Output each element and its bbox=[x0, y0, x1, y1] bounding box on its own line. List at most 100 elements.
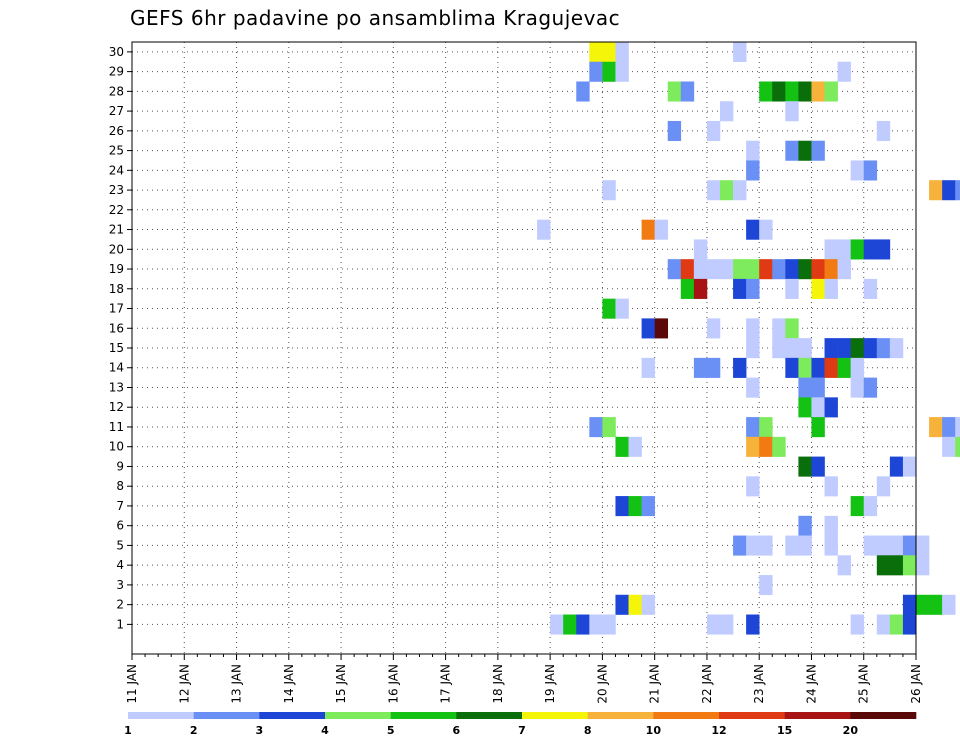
heatmap-cell bbox=[746, 436, 760, 457]
heatmap-cell bbox=[785, 357, 799, 378]
legend-label: 7 bbox=[518, 724, 526, 737]
y-tick-label: 5 bbox=[116, 538, 124, 552]
heatmap-cell bbox=[772, 436, 786, 457]
heatmap-cell bbox=[602, 614, 616, 635]
heatmap-cell bbox=[863, 338, 878, 359]
heatmap-cell bbox=[576, 81, 590, 102]
heatmap-cell bbox=[641, 594, 655, 615]
x-tick-label: 11 JAN bbox=[125, 664, 139, 704]
heatmap-cell bbox=[863, 377, 878, 398]
x-tick-label: 20 JAN bbox=[595, 664, 609, 704]
heatmap-cell bbox=[811, 81, 825, 102]
heatmap-cell bbox=[537, 219, 551, 240]
heatmap-cell bbox=[785, 101, 799, 122]
heatmap-cell bbox=[733, 278, 747, 299]
heatmap-cell bbox=[706, 357, 721, 378]
legend-label: 6 bbox=[453, 724, 461, 737]
heatmap-cell bbox=[772, 338, 786, 359]
heatmap-cell bbox=[902, 456, 917, 477]
heatmap-cell bbox=[680, 278, 695, 299]
heatmap-cell bbox=[589, 61, 603, 82]
legend-swatch bbox=[719, 712, 785, 719]
y-tick-label: 2 bbox=[116, 598, 124, 612]
legend-swatch bbox=[587, 712, 654, 719]
y-tick-label: 27 bbox=[109, 104, 124, 118]
heatmap-cell bbox=[955, 180, 960, 201]
heatmap-cell bbox=[824, 81, 838, 102]
heatmap-cell bbox=[889, 456, 904, 477]
heatmap-cell bbox=[876, 239, 891, 260]
heatmap-cell bbox=[693, 278, 708, 299]
heatmap-cell bbox=[850, 614, 865, 635]
y-tick-label: 24 bbox=[109, 163, 124, 177]
heatmap-cell bbox=[733, 180, 747, 201]
heatmap-cell bbox=[889, 614, 904, 635]
heatmap-cell bbox=[759, 535, 773, 556]
legend-swatch bbox=[784, 712, 851, 719]
heatmap-cell bbox=[759, 81, 773, 102]
heatmap-cell bbox=[942, 594, 956, 615]
heatmap-cell bbox=[863, 160, 878, 181]
heatmap-cell bbox=[746, 377, 760, 398]
heatmap-cell bbox=[680, 259, 695, 280]
heatmap-cell bbox=[733, 42, 747, 63]
y-tick-label: 13 bbox=[109, 380, 124, 394]
x-tick-label: 14 JAN bbox=[282, 664, 296, 704]
legend-label: 12 bbox=[711, 724, 726, 737]
heatmap-cell bbox=[916, 594, 930, 615]
y-tick-label: 9 bbox=[116, 459, 124, 473]
legend-swatch bbox=[128, 712, 194, 719]
x-tick-label: 26 JAN bbox=[909, 664, 923, 704]
heatmap-cell bbox=[876, 555, 891, 576]
heatmap-cell bbox=[706, 259, 721, 280]
x-tick-label: 18 JAN bbox=[491, 664, 505, 704]
x-tick-label: 22 JAN bbox=[700, 664, 714, 704]
x-tick-label: 15 JAN bbox=[334, 664, 348, 704]
heatmap-cell bbox=[785, 535, 799, 556]
heatmap-cell bbox=[811, 456, 825, 477]
heatmap-cell bbox=[589, 42, 603, 63]
heatmap-cell bbox=[589, 614, 603, 635]
heatmap-cell bbox=[746, 318, 760, 339]
heatmap-cell bbox=[746, 160, 760, 181]
y-tick-label: 21 bbox=[109, 223, 124, 237]
heatmap-cell bbox=[615, 496, 629, 517]
heatmap-cell bbox=[641, 357, 655, 378]
x-tick-label: 23 JAN bbox=[752, 664, 766, 704]
heatmap-cell bbox=[850, 496, 865, 517]
y-tick-label: 19 bbox=[109, 262, 124, 276]
y-tick-label: 16 bbox=[109, 321, 124, 335]
heatmap-cell bbox=[785, 278, 799, 299]
heatmap-cell bbox=[615, 42, 629, 63]
heatmap-cell bbox=[772, 81, 786, 102]
heatmap-cell bbox=[785, 81, 799, 102]
heatmap-cell bbox=[759, 219, 773, 240]
x-tick-label: 25 JAN bbox=[857, 664, 871, 704]
legend-swatch bbox=[522, 712, 588, 719]
heatmap-cell bbox=[654, 318, 669, 339]
color-legend: 1 2 3 4 5 6 7 8 10 12 15 20 bbox=[124, 712, 917, 737]
heatmap-cell bbox=[667, 120, 682, 142]
heatmap-cell bbox=[693, 357, 708, 378]
heatmap-cell bbox=[876, 614, 891, 635]
legend-label: 3 bbox=[256, 724, 264, 737]
heatmap-cell bbox=[720, 101, 734, 122]
heatmap-cell bbox=[850, 338, 865, 359]
heatmap-cell bbox=[759, 436, 773, 457]
heatmap-cell bbox=[863, 278, 878, 299]
heatmap-cell bbox=[824, 515, 838, 536]
heatmap-cell bbox=[837, 239, 851, 260]
heatmap-cell bbox=[837, 61, 851, 82]
legend-label: 10 bbox=[646, 724, 662, 737]
heatmap-cell bbox=[746, 140, 760, 161]
heatmap-cell bbox=[720, 614, 734, 635]
heatmap-cell bbox=[602, 180, 616, 201]
legend-label: 4 bbox=[321, 724, 329, 737]
x-tick-label: 17 JAN bbox=[439, 664, 453, 704]
x-tick-label: 19 JAN bbox=[543, 664, 557, 704]
heatmap-cell bbox=[746, 259, 760, 280]
x-tick-label: 21 JAN bbox=[648, 664, 662, 704]
heatmap-cell bbox=[746, 219, 760, 240]
heatmap-cell bbox=[641, 219, 655, 240]
heatmap-cell bbox=[824, 259, 838, 280]
